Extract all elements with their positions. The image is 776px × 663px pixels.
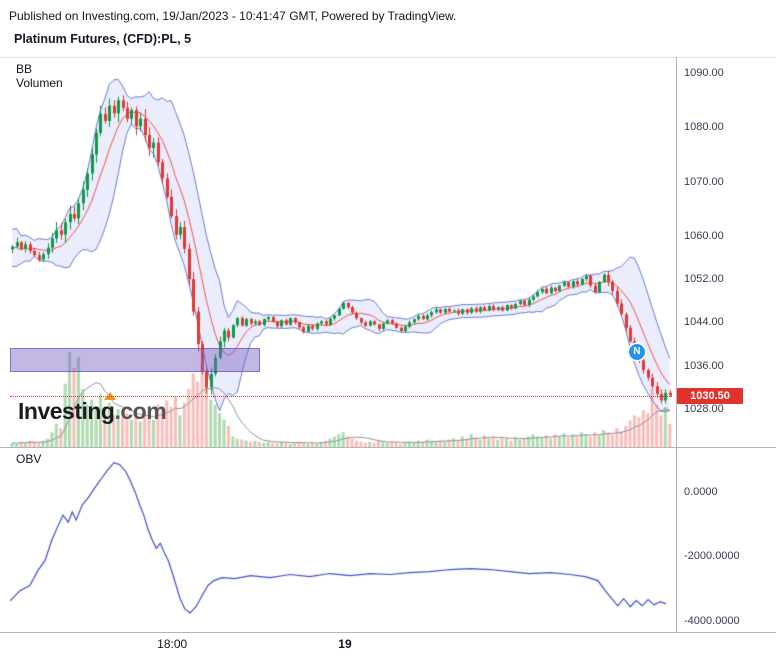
obv-chart-canvas[interactable]: [10, 448, 672, 630]
main-chart-canvas[interactable]: [10, 57, 672, 447]
last-price-tag: 1030.50: [677, 387, 743, 404]
price-axis-separator: [676, 57, 677, 632]
obv-axis-label: -4000.0000: [684, 614, 740, 627]
obv-axis-label: 0.0000: [684, 485, 718, 498]
last-price-line: [10, 395, 672, 397]
price-axis-label: 1052.00: [684, 273, 724, 286]
publish-info: Published on Investing.com, 19/Jan/2023 …: [9, 9, 457, 23]
price-axis-label: 1060.00: [684, 229, 724, 242]
indicator-legend: BB Volumen: [16, 62, 63, 90]
pane-separator: [0, 447, 776, 448]
price-axis-label: 1044.00: [684, 316, 724, 329]
symbol-title: Platinum Futures, (CFD):PL, 5: [14, 32, 192, 46]
obv-axis-label: -2000.0000: [684, 550, 740, 563]
time-label: 18:00: [157, 637, 188, 651]
price-axis-label: 1036.00: [684, 359, 724, 372]
header-separator: [0, 57, 776, 58]
support-zone-rectangle: [10, 348, 261, 372]
watermark-suffix: .com: [114, 398, 167, 424]
indicator-label-obv: OBV: [16, 452, 42, 466]
indicator-label-bb: BB: [16, 62, 33, 76]
price-axis-label: 1080.00: [684, 121, 724, 134]
watermark-logo: Investing.com: [18, 392, 167, 425]
price-axis-label: 1028.00: [684, 403, 724, 416]
time-axis-separator: [0, 632, 776, 633]
watermark-text: Investing: [18, 398, 115, 424]
indicator-label-volume: Volumen: [16, 76, 63, 90]
news-marker[interactable]: N: [628, 343, 645, 360]
price-axis-label: 1070.00: [684, 175, 724, 188]
time-label-day: 19: [338, 637, 352, 651]
price-axis-label: 1090.00: [684, 67, 724, 80]
